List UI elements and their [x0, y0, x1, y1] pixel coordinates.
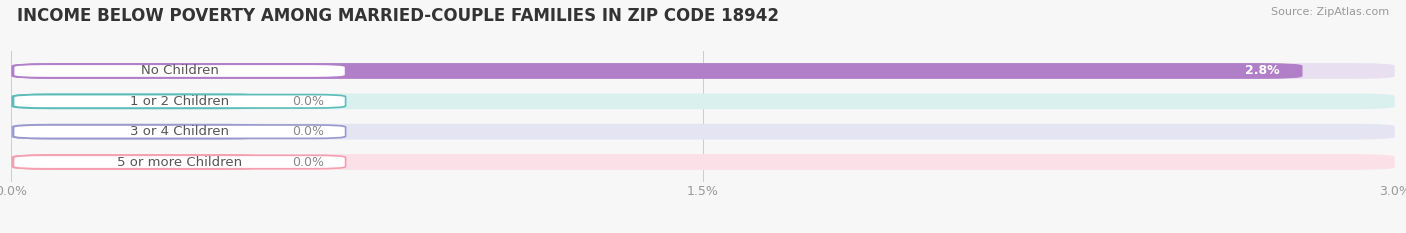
FancyBboxPatch shape	[11, 124, 1395, 140]
FancyBboxPatch shape	[11, 93, 264, 109]
Text: INCOME BELOW POVERTY AMONG MARRIED-COUPLE FAMILIES IN ZIP CODE 18942: INCOME BELOW POVERTY AMONG MARRIED-COUPL…	[17, 7, 779, 25]
Text: 0.0%: 0.0%	[292, 95, 325, 108]
FancyBboxPatch shape	[11, 124, 264, 140]
FancyBboxPatch shape	[14, 95, 346, 108]
FancyBboxPatch shape	[11, 93, 1395, 109]
FancyBboxPatch shape	[14, 125, 346, 138]
Text: 1 or 2 Children: 1 or 2 Children	[129, 95, 229, 108]
FancyBboxPatch shape	[11, 63, 1395, 79]
Text: 0.0%: 0.0%	[292, 125, 325, 138]
Text: 5 or more Children: 5 or more Children	[117, 155, 242, 168]
Text: 3 or 4 Children: 3 or 4 Children	[131, 125, 229, 138]
FancyBboxPatch shape	[11, 154, 1395, 170]
Text: 0.0%: 0.0%	[292, 155, 325, 168]
FancyBboxPatch shape	[11, 154, 264, 170]
FancyBboxPatch shape	[14, 155, 346, 169]
Text: No Children: No Children	[141, 65, 218, 78]
Text: 2.8%: 2.8%	[1244, 65, 1279, 78]
FancyBboxPatch shape	[14, 64, 346, 78]
Text: Source: ZipAtlas.com: Source: ZipAtlas.com	[1271, 7, 1389, 17]
FancyBboxPatch shape	[11, 63, 1302, 79]
